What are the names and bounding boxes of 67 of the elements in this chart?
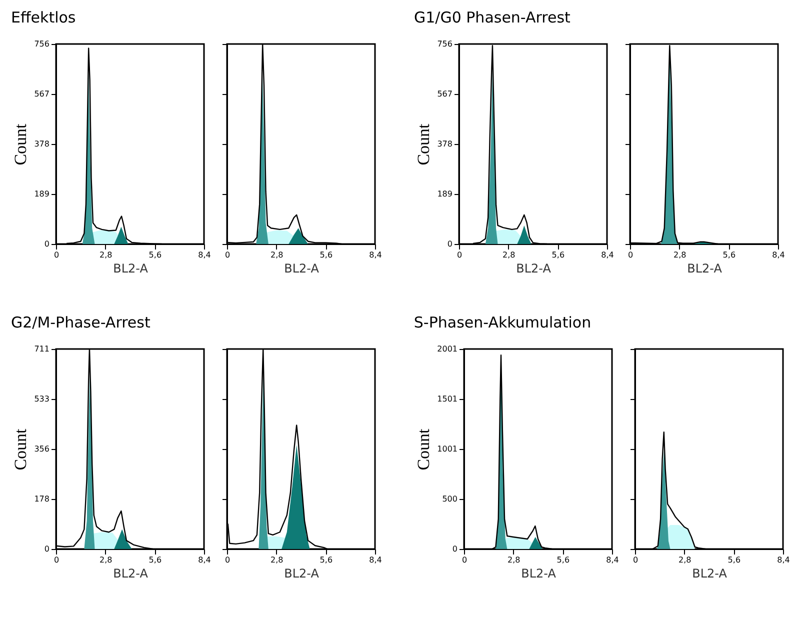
y-tick-label: 567 [437,90,452,98]
x-tick-label: 0 [54,556,60,564]
x-axis-title: BL2-A [113,262,149,276]
y-axis-title: Count [11,123,30,166]
x-tick-label: 8,4 [601,250,614,260]
x-tick-label: 2,8 [99,250,112,260]
x-tick-label: 0 [54,250,60,260]
y-tick-label: 756 [437,40,452,48]
chart-title: S-Phasen-Akkumulation [414,313,592,332]
x-tick-label: 2,8 [99,556,112,564]
y-tick-label: 356 [34,444,50,454]
x-tick-label: 5,6 [320,250,333,260]
x-tick-label: 2,8 [270,556,284,564]
x-tick-label: 2,8 [673,250,686,260]
y-tick-label: 1501 [437,394,458,404]
chart-title: G1/G0 Phasen-Arrest [414,8,571,26]
x-axis-title: BL2-A [516,262,552,276]
y-tick-label: 1001 [437,444,458,454]
y-tick-label: 189 [34,190,50,198]
y-tick-label: 0 [44,544,50,554]
x-tick-label: 2,8 [678,556,692,564]
x-axis-title: BL2-A [521,566,557,580]
x-tick-label: 2,8 [502,250,516,260]
x-tick-label: 8,4 [777,556,790,564]
x-tick-label: 5,6 [552,250,565,260]
y-tick-label: 711 [34,344,50,354]
y-tick-label: 0 [452,544,458,554]
x-tick-label: 5,6 [722,250,736,260]
x-tick-label: 5,6 [148,556,162,564]
chart-title: Effektlos [10,8,76,26]
x-tick-label: 8,4 [772,250,785,260]
y-axis-title: Count [414,428,434,470]
x-tick-label: 0 [628,250,634,260]
y-tick-label: 0 [447,240,452,248]
y-tick-label: 189 [437,190,452,198]
x-tick-label: 5,6 [556,556,570,564]
x-tick-label: 0 [462,556,468,564]
y-tick-label: 567 [34,90,50,98]
x-axis-title: BL2-A [687,262,723,276]
y-tick-label: 178 [34,494,50,504]
y-axis-title: Count [11,428,30,470]
x-axis-title: BL2-A [284,566,320,580]
x-tick-label: 5,6 [148,250,162,260]
x-tick-label: 0 [224,250,230,260]
x-tick-label: 8,4 [198,556,211,564]
x-axis-title: BL2-A [284,262,320,276]
y-tick-label: 2001 [437,344,458,354]
x-tick-label: 8,4 [198,250,211,260]
y-tick-label: 0 [44,240,50,248]
x-tick-label: 8,4 [369,556,382,564]
x-tick-label: 5,6 [320,556,333,564]
x-axis-title: BL2-A [692,566,728,580]
x-tick-label: 2,8 [270,250,284,260]
x-tick-label: 0 [224,556,230,564]
x-tick-label: 8,4 [606,556,619,564]
x-tick-label: 8,4 [369,250,382,260]
y-tick-label: 500 [442,494,458,504]
y-axis-title: Count [414,123,434,166]
chart-title: G2/M-Phase-Arrest [10,313,150,332]
x-tick-label: 5,6 [728,556,741,564]
y-tick-label: 533 [34,394,50,404]
y-tick-label: 756 [34,40,50,48]
y-tick-label: 378 [34,140,50,148]
x-tick-label: 2,8 [507,556,520,564]
y-tick-label: 378 [437,140,452,148]
x-axis-title: BL2-A [113,566,149,580]
x-tick-label: 0 [632,556,638,564]
